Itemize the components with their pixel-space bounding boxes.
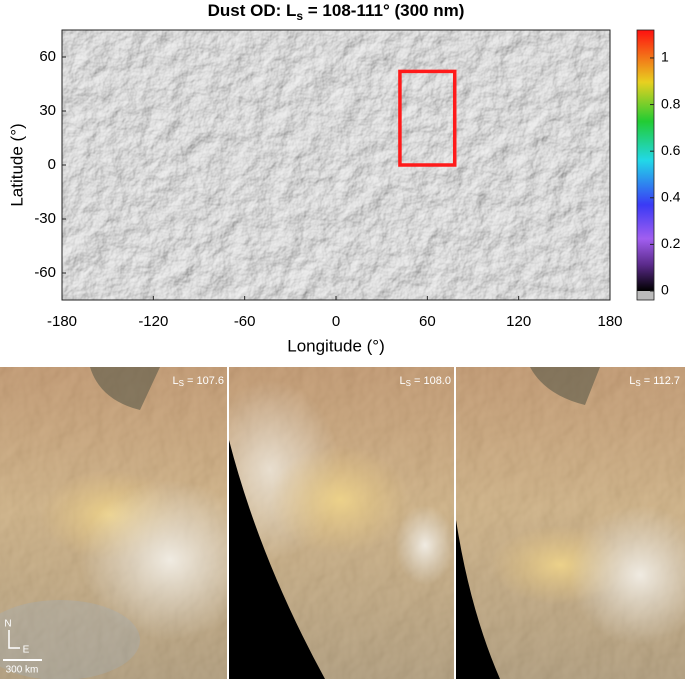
- compass-east: E: [23, 645, 30, 656]
- y-axis-label: Latitude (°): [7, 123, 26, 206]
- colorbar: [637, 30, 654, 291]
- chart-title: Dust OD: Ls = 108-111° (300 nm): [208, 1, 465, 23]
- colorbar-tick-label: 0.4: [661, 188, 681, 204]
- panel-label-sub: S: [179, 379, 184, 388]
- compass-north: N: [4, 619, 11, 630]
- image-panel: [0, 367, 227, 679]
- colorbar-tick-label: 1: [661, 49, 669, 65]
- colorbar-tick-label: 0.2: [661, 235, 681, 251]
- title-sub: s: [296, 9, 303, 23]
- panel-label-sub: S: [406, 379, 411, 388]
- colorbar-nodata: [637, 291, 654, 300]
- colorbar-frame: [636, 29, 655, 301]
- x-tick-label: -120: [138, 313, 168, 330]
- y-tick-label: 0: [48, 156, 56, 173]
- panel-label-value: = 107.6: [184, 375, 224, 387]
- image-panels: N E 300 km: [0, 367, 685, 679]
- y-tick-label: 30: [39, 102, 56, 119]
- title-main: Dust OD: L: [208, 1, 297, 20]
- y-tick-label: -60: [34, 264, 56, 281]
- y-tick-label: 60: [39, 48, 56, 65]
- panel-label-sub: S: [635, 379, 640, 388]
- image-panel: [229, 367, 454, 679]
- x-tick-label: 180: [597, 313, 622, 330]
- colorbar-tick-label: 0.6: [661, 142, 681, 158]
- panel-label-main: L: [629, 375, 635, 387]
- x-axis-label: Longitude (°): [287, 336, 385, 355]
- map-relief: [62, 30, 610, 300]
- y-tick-label: -30: [34, 210, 56, 227]
- panel-label-main: L: [172, 375, 178, 387]
- image-panel: [456, 367, 685, 679]
- panel-label-main: L: [399, 375, 405, 387]
- panel-label-value: = 108.0: [411, 375, 451, 387]
- highlight-box: [398, 69, 457, 167]
- x-tick-label: -180: [47, 313, 77, 330]
- x-tick-label: 60: [419, 313, 436, 330]
- panel-label: LS = 112.7: [629, 375, 680, 388]
- panel-label-value: = 112.7: [641, 375, 680, 387]
- panel-label: LS = 107.6: [172, 375, 224, 388]
- colorbar-tick-label: 0: [661, 282, 669, 298]
- x-tick-label: 0: [332, 313, 340, 330]
- panel-label: LS = 108.0: [399, 375, 451, 388]
- colorbar-tick-label: 0.8: [661, 95, 681, 111]
- x-tick-label: 120: [506, 313, 531, 330]
- x-tick-label: -60: [234, 313, 256, 330]
- scale-bar-label: 300 km: [6, 665, 39, 676]
- title-rest: = 108-111° (300 nm): [303, 1, 464, 20]
